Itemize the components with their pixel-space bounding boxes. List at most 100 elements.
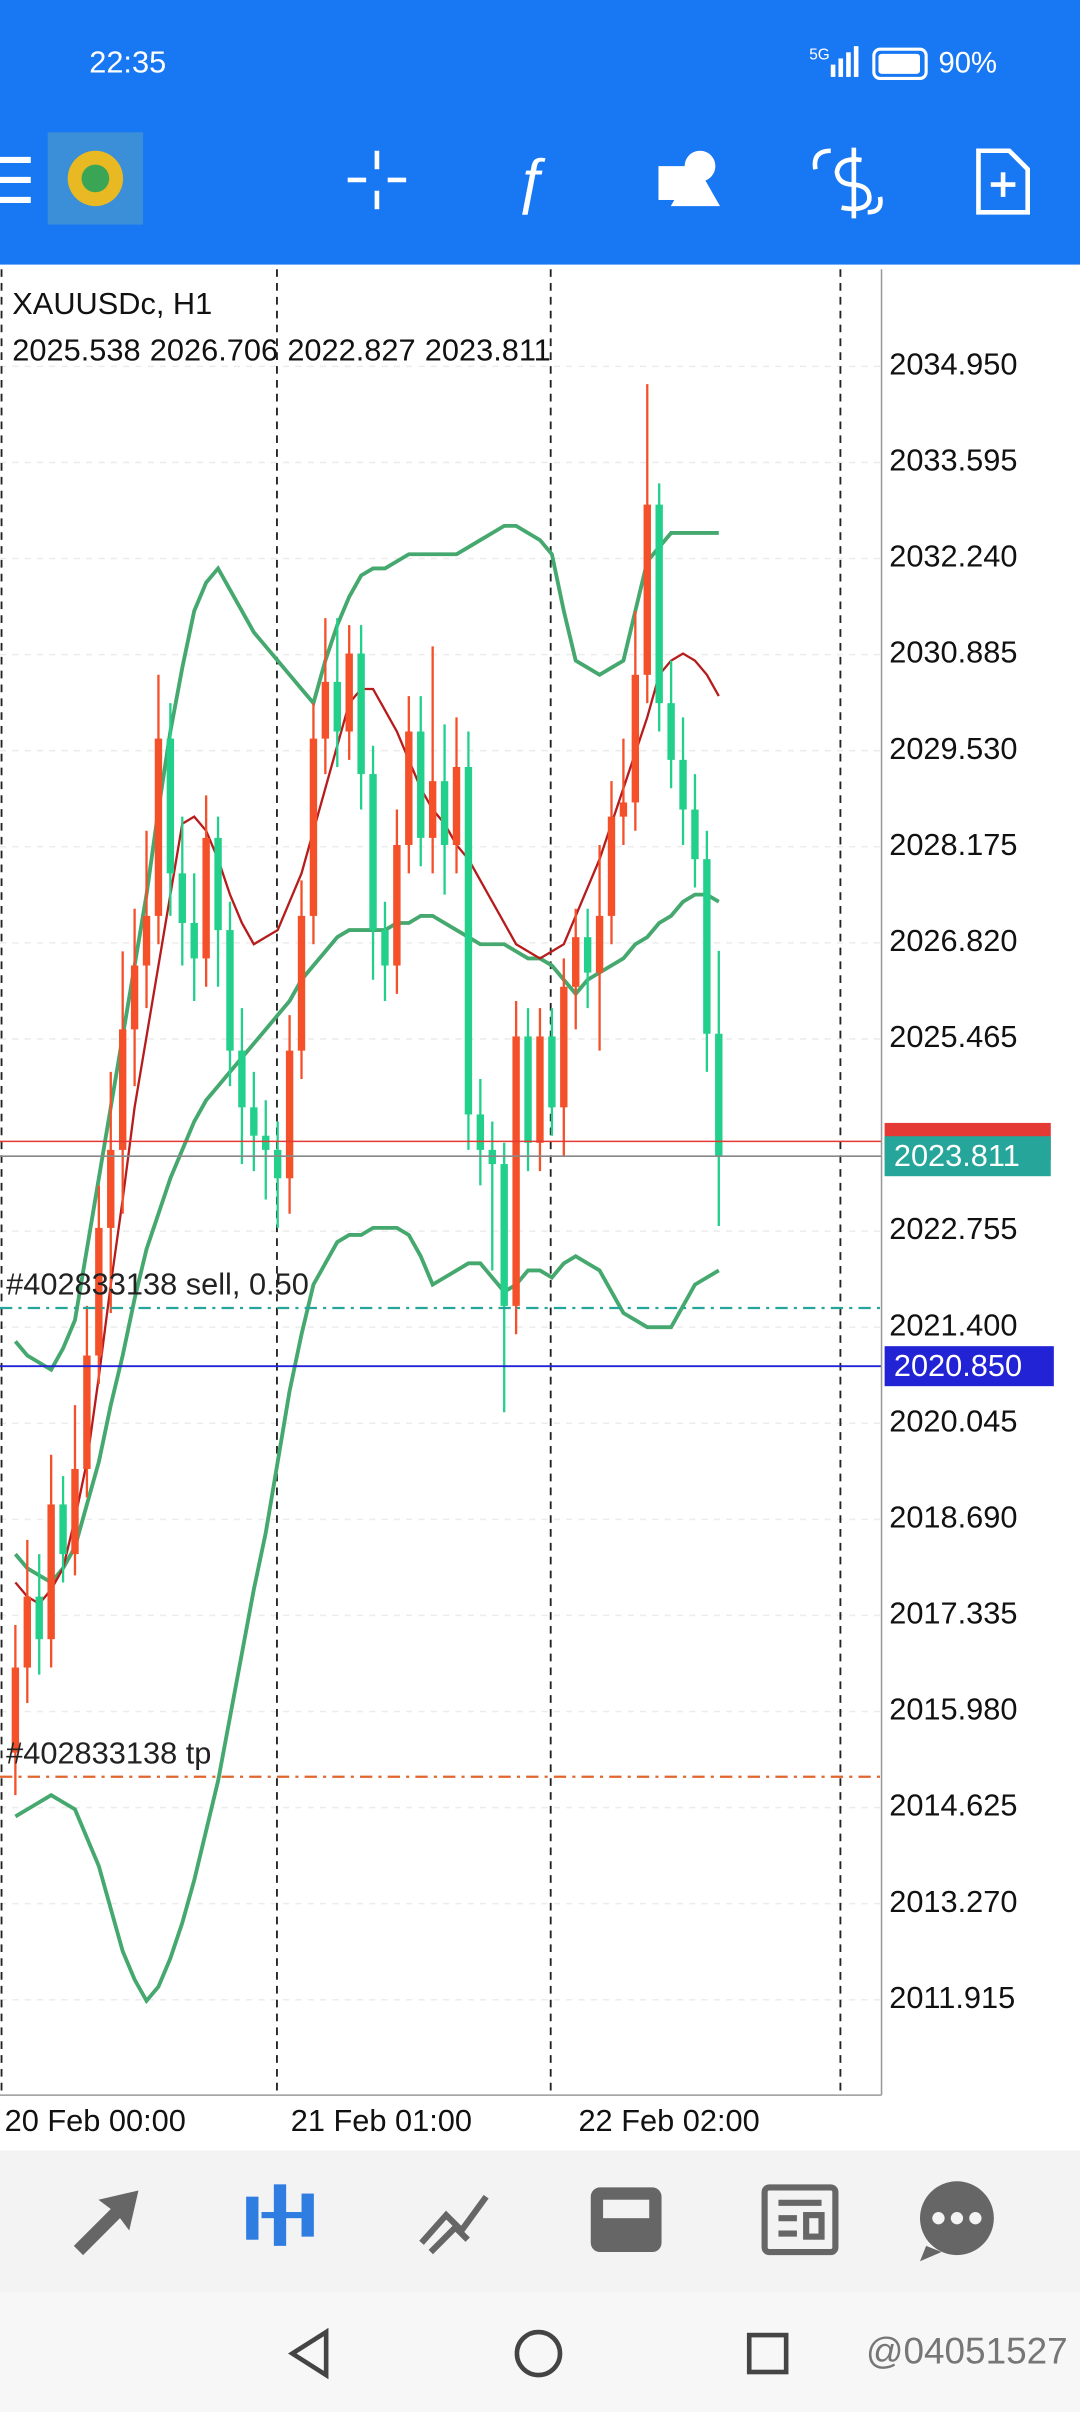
candle-body <box>643 504 651 675</box>
candle-body <box>345 653 353 732</box>
candle-body <box>202 837 210 959</box>
menu-button[interactable] <box>0 156 31 204</box>
candle-body <box>226 930 234 1051</box>
candle-body <box>715 1033 723 1157</box>
x-tick-label: 20 Feb 00:00 <box>5 2103 186 2138</box>
indicator-line <box>14 652 720 1606</box>
recents-button[interactable] <box>746 2332 789 2375</box>
candle-body <box>417 731 425 838</box>
candle-body <box>560 986 568 1108</box>
candle-body <box>309 738 318 916</box>
candle-body <box>238 1050 246 1108</box>
candle-body <box>166 738 175 874</box>
ohlc-header: 2025.538 2026.706 2022.827 2023.811 <box>12 332 551 367</box>
watermark: @04051527 <box>866 2330 1068 2371</box>
y-tick-label: 2018.690 <box>889 1499 1017 1534</box>
top-bar <box>0 0 1080 265</box>
candle-body <box>250 1107 258 1136</box>
candle-body <box>95 1227 103 1356</box>
candle-body <box>47 1504 55 1640</box>
bid-label: 2023.811 <box>894 1138 1020 1173</box>
y-tick-label: 2017.335 <box>889 1596 1017 1631</box>
ohlc-value: 2025.538 <box>12 332 140 367</box>
objects-button[interactable] <box>658 150 720 207</box>
candle-body <box>190 922 198 959</box>
candle-body <box>512 1036 520 1306</box>
nav-chat[interactable] <box>920 2181 994 2262</box>
candle-body <box>321 681 330 739</box>
candle-body <box>214 837 222 931</box>
y-tick-label: 2025.465 <box>889 1019 1017 1054</box>
y-tick-label: 2029.530 <box>889 731 1017 766</box>
candle-body <box>35 1596 43 1640</box>
candle-body <box>607 816 616 916</box>
candle-body <box>142 915 151 966</box>
candle-body <box>107 1149 115 1228</box>
y-tick-label: 2014.625 <box>889 1788 1017 1823</box>
battery-level <box>878 53 920 74</box>
candle-body <box>452 766 461 845</box>
candle-body <box>130 965 139 1030</box>
candle-body <box>357 653 365 775</box>
chart-title: XAUUSDc, H1 <box>12 286 212 321</box>
candle-body <box>667 703 675 760</box>
candle-body <box>23 1596 31 1668</box>
order-label: #402833138 tp <box>6 1735 211 1770</box>
y-tick-label: 2033.595 <box>889 443 1017 478</box>
battery-icon <box>872 47 928 80</box>
candle-body <box>297 915 306 1051</box>
nav-trade[interactable] <box>419 2194 489 2255</box>
candle-body <box>273 1149 282 1179</box>
candle-body <box>11 1667 20 1753</box>
nav-quotes[interactable] <box>73 2190 139 2256</box>
y-tick-label: 2015.980 <box>889 1692 1017 1727</box>
candle-body <box>405 731 413 845</box>
home-button[interactable] <box>514 2329 563 2378</box>
ohlc-value: 2026.706 <box>150 332 278 367</box>
y-tick-label: 2028.175 <box>889 827 1017 862</box>
y-tick-label: 2021.400 <box>889 1307 1017 1342</box>
candle-body <box>488 1149 496 1165</box>
ohlc-value: 2023.811 <box>425 332 551 367</box>
candle-body <box>548 1036 556 1108</box>
nav-history[interactable] <box>590 2187 662 2253</box>
nav-chart[interactable] <box>246 2184 314 2246</box>
y-tick-label: 2032.240 <box>889 539 1017 574</box>
y-tick-label: 2030.885 <box>889 635 1017 670</box>
chart: 2034.950 2033.595 2032.240 2030.885 2029.530… <box>0 269 1054 2138</box>
indicators-button[interactable]: ƒ <box>514 146 548 215</box>
system-nav <box>0 2292 1080 2412</box>
candle-body <box>631 674 640 803</box>
price-label-box <box>884 1346 1054 1387</box>
candle-body <box>500 1164 508 1306</box>
candle-body <box>476 1114 485 1150</box>
network: 5G <box>809 46 830 63</box>
candle-body <box>118 1029 127 1150</box>
candle-body <box>428 781 437 838</box>
candle-body <box>703 859 711 1034</box>
y-tick-label: 2013.270 <box>889 1884 1017 1919</box>
candle-body <box>333 681 341 732</box>
candle-body <box>178 873 186 923</box>
candle-body <box>381 930 389 966</box>
y-tick-label: 2034.950 <box>889 346 1017 381</box>
crosshair-button[interactable] <box>347 150 407 210</box>
indicator-line <box>14 1225 720 2005</box>
candle-body <box>262 1135 270 1150</box>
order-label: #402833138 sell, 0.50 <box>6 1267 309 1302</box>
back-button[interactable] <box>288 2327 329 2380</box>
clock: 22:35 <box>89 45 166 80</box>
y-tick-label: 2022.755 <box>889 1211 1017 1246</box>
app-logo-inner <box>81 164 110 193</box>
new-order-button[interactable] <box>976 148 1030 215</box>
candle-body <box>691 809 699 860</box>
trade-button[interactable] <box>812 147 883 219</box>
candle-body <box>679 759 687 810</box>
price-label: 2020.850 <box>894 1348 1022 1383</box>
candle-body <box>154 738 163 916</box>
candle-body <box>524 1036 532 1143</box>
candle-body <box>83 1355 91 1469</box>
nav-news[interactable] <box>761 2184 839 2256</box>
y-tick-label: 2020.045 <box>889 1403 1017 1438</box>
bottom-nav <box>0 2150 1080 2293</box>
